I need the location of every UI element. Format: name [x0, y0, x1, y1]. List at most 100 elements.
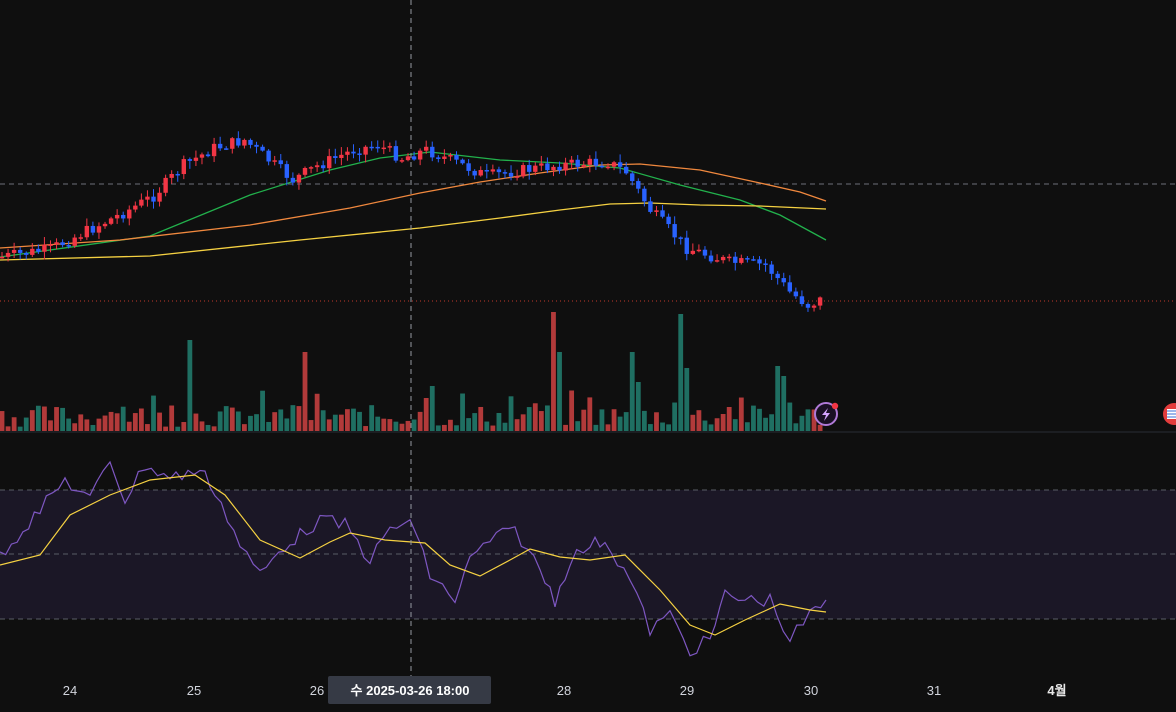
crosshair-time-label: 수 2025-03-26 18:00 [351, 683, 470, 698]
candle-body [775, 273, 780, 279]
candle-body [763, 263, 768, 265]
candle-body [121, 214, 126, 219]
volume-bar [17, 426, 23, 431]
volume-bar [757, 408, 762, 431]
candle-body [514, 176, 520, 178]
volume-bar [617, 416, 623, 431]
volume-bar [290, 405, 296, 431]
volume-bar [151, 395, 156, 431]
volume-bar [581, 409, 587, 431]
volume-bar [223, 406, 229, 431]
candle-body [54, 242, 59, 245]
volume-bar [466, 418, 472, 431]
volume-bar [593, 424, 599, 431]
volume-bar [126, 421, 132, 431]
candle-body [230, 138, 235, 149]
candle-body [393, 146, 399, 161]
volume-bar [278, 409, 284, 431]
x-tick-label: 4월 [1047, 683, 1066, 698]
volume-bar [569, 390, 575, 431]
volume-bar [520, 414, 526, 431]
candle-body [42, 244, 47, 252]
candle-body [90, 225, 96, 233]
candle-body [205, 154, 211, 157]
volume-bar [260, 390, 265, 431]
volume-bar [635, 382, 641, 431]
volume-bar [763, 417, 768, 431]
volume-bar [405, 420, 411, 431]
volume-bar [296, 406, 302, 431]
volume-bar [460, 393, 465, 431]
candle-body [102, 223, 108, 227]
candle-body [175, 173, 180, 176]
candle-body [442, 156, 447, 159]
volume-bar [11, 417, 17, 431]
volume-bar [454, 425, 459, 431]
volume-bar [314, 393, 320, 431]
candle-body [36, 248, 41, 252]
volume-bar [557, 352, 562, 431]
candle-body [448, 155, 453, 157]
volume-bar [272, 412, 278, 431]
volume-bar [514, 419, 520, 431]
volume-bar [48, 420, 53, 431]
candle-body [417, 150, 423, 160]
candle-body [17, 249, 23, 253]
volume-bar [217, 411, 223, 431]
candle-body [72, 237, 77, 246]
candle-body [60, 242, 65, 246]
volume-bar [696, 410, 702, 431]
candle-body [817, 297, 823, 306]
rsi-line [0, 460, 827, 657]
volume-bar [484, 421, 490, 431]
candle-body [496, 169, 502, 173]
x-tick-label: 31 [927, 683, 941, 698]
candle-body [787, 282, 792, 292]
volume-bar [345, 409, 350, 431]
volume-bar [744, 422, 750, 431]
volume-bar [381, 418, 387, 431]
volume-bar [78, 414, 84, 431]
volume-bar [387, 419, 393, 431]
volume-bar [538, 411, 544, 431]
volume-bar [502, 422, 508, 431]
volume-bar [417, 411, 423, 431]
candle-body [345, 151, 350, 155]
candle-body [811, 305, 817, 308]
candle-body [727, 256, 732, 259]
lightning-icon[interactable] [814, 402, 839, 426]
candle-body [587, 158, 593, 165]
candle-body [411, 156, 417, 160]
x-tick-label: 25 [187, 683, 201, 698]
candle-body [636, 181, 641, 189]
candle-body [217, 143, 223, 149]
volume-bar [35, 405, 41, 431]
volume-bar [60, 407, 65, 431]
moving-average-3 [0, 202, 827, 261]
volume-bars [0, 312, 823, 431]
volume-bar [605, 424, 611, 431]
time-axis: 24 25 28 29 30 31 4월 26 수 2025-03-26 18:00 [63, 676, 1067, 704]
candle-body [84, 225, 90, 238]
crosshair-time-label-bg [328, 676, 491, 704]
volume-bar [714, 418, 720, 431]
volume-bar [302, 352, 308, 431]
volume-bar [654, 412, 659, 431]
volume-bar [496, 412, 502, 431]
flag-icon[interactable] [1163, 403, 1176, 425]
volume-bar [284, 418, 290, 431]
candle-body [539, 163, 544, 166]
volume-bar [108, 411, 114, 431]
candle-body [502, 172, 508, 174]
candle-body [642, 188, 647, 202]
candle-body [369, 146, 374, 149]
candle-body [757, 259, 762, 264]
candle-body [739, 258, 744, 263]
volume-bar [720, 413, 726, 431]
candle-body [605, 166, 611, 169]
candle-body [399, 160, 405, 162]
candle-body [533, 165, 538, 172]
candle-body [527, 165, 532, 172]
